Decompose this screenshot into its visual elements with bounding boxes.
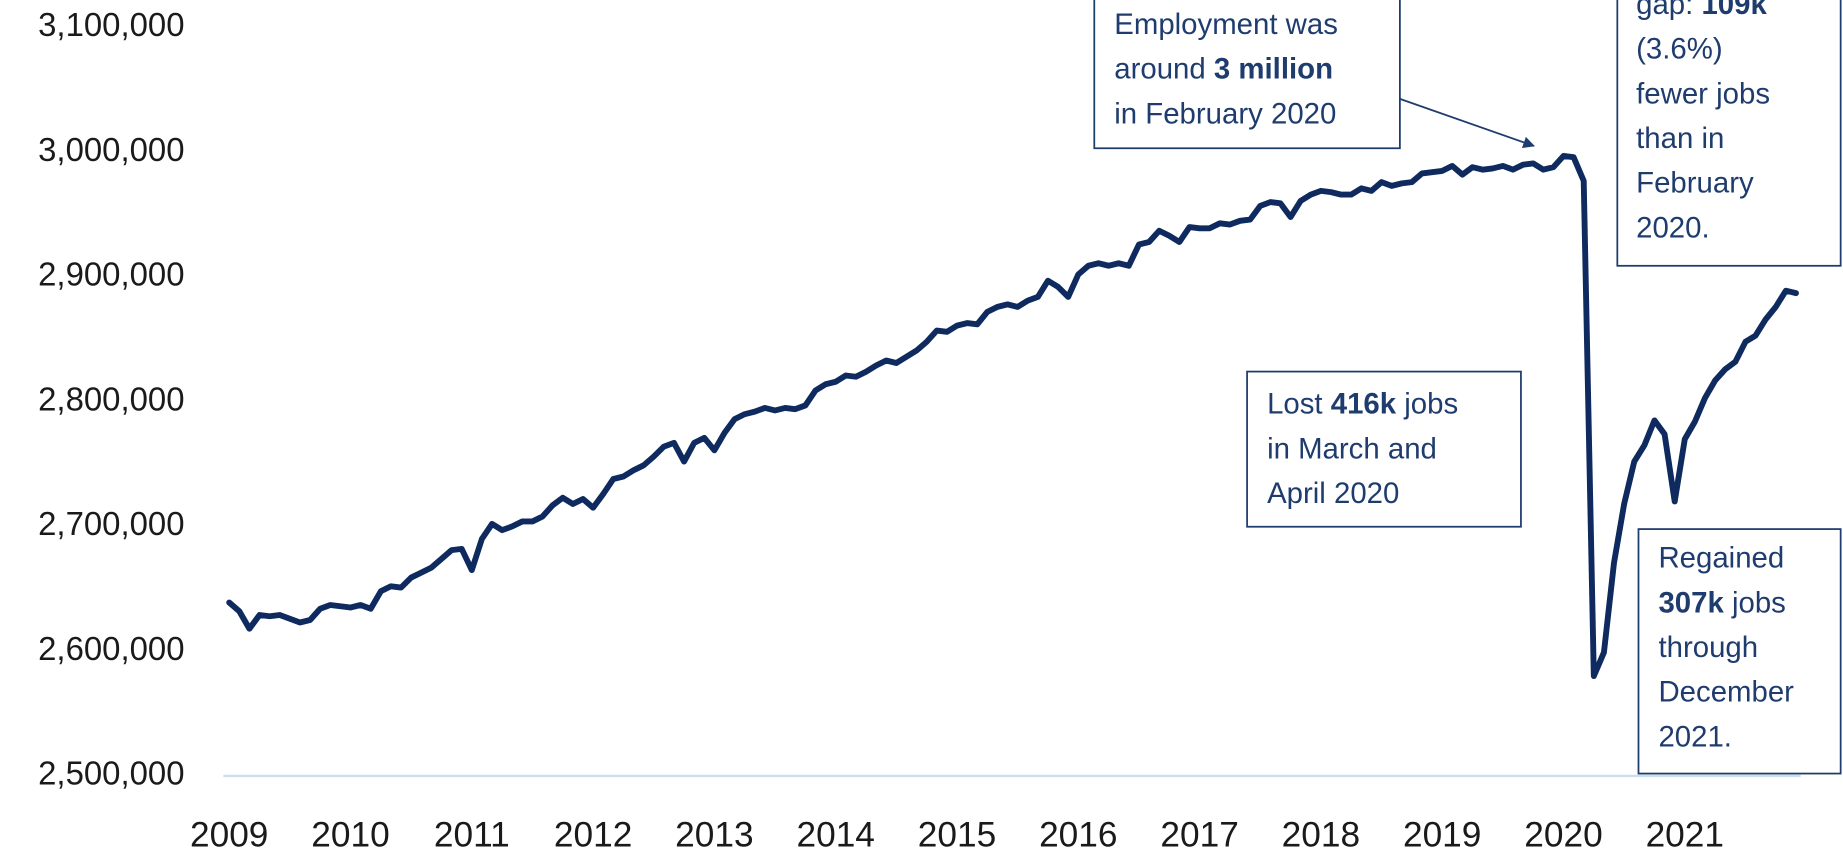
x-tick-label: 2014 <box>796 815 874 854</box>
x-tick-label: 2020 <box>1524 815 1602 854</box>
x-tick-label: 2009 <box>190 815 268 854</box>
annotation-text: Employment was <box>1114 8 1338 41</box>
annotation-segment: fewer jobs <box>1636 77 1770 110</box>
x-tick-label: 2012 <box>554 815 632 854</box>
annotation-text: in February 2020 <box>1114 97 1336 130</box>
y-tick-label: 2,800,000 <box>38 380 184 417</box>
annotation-segment: 3 million <box>1214 52 1333 85</box>
annotation-segment: February <box>1636 166 1754 199</box>
annotation-text: 2021. <box>1658 720 1732 753</box>
annotation-segment: jobs <box>1724 586 1786 619</box>
x-tick-label: 2018 <box>1282 815 1360 854</box>
annotation-text: Regained <box>1658 541 1784 574</box>
annotation-segment: around <box>1114 52 1214 85</box>
annotation-text: through <box>1658 631 1758 664</box>
y-tick-label: 3,000,000 <box>38 131 184 168</box>
annotation-segment: gap: <box>1636 0 1701 21</box>
y-tick-label: 3,100,000 <box>38 6 184 43</box>
annotation-segment: in March and <box>1267 432 1437 465</box>
x-tick-label: 2015 <box>918 815 996 854</box>
x-tick-label: 2021 <box>1646 815 1724 854</box>
annotation-segment: December <box>1658 675 1794 708</box>
x-tick-label: 2016 <box>1039 815 1117 854</box>
annotation-arrow <box>1399 98 1535 148</box>
annotation-segment: 307k <box>1658 586 1724 619</box>
annotation-text: Lost 416k jobs <box>1267 387 1458 420</box>
annotation-segment: jobs <box>1396 387 1458 420</box>
annotation-text: around 3 million <box>1114 52 1333 85</box>
data-line <box>226 153 1799 680</box>
annotation-segment: through <box>1658 631 1758 664</box>
y-tick-label: 2,700,000 <box>38 505 184 542</box>
annotation-text: in March and <box>1267 432 1437 465</box>
annotation-text: April 2020 <box>1267 477 1399 510</box>
annotation-segment: 2020. <box>1636 211 1710 244</box>
annotation-box <box>1246 370 1522 528</box>
annotation-box <box>1093 0 1401 150</box>
annotation-text: February <box>1636 166 1754 199</box>
annotation-text: 307k jobs <box>1658 586 1785 619</box>
annotation-segment: 109k <box>1701 0 1767 21</box>
annotation-text: gap: 109k <box>1636 0 1767 21</box>
x-tick-label: 2010 <box>311 815 389 854</box>
annotation-segment: than in <box>1636 122 1724 155</box>
annotation-segment: Lost <box>1267 387 1331 420</box>
annotation-box <box>1616 0 1842 267</box>
annotation-text: (3.6%) <box>1636 32 1723 65</box>
annotation-text: 2020. <box>1636 211 1710 244</box>
annotation-segment: in February 2020 <box>1114 97 1336 130</box>
annotation-box <box>1637 528 1842 775</box>
annotation-text: than in <box>1636 122 1724 155</box>
y-tick-label: 2,600,000 <box>38 630 184 667</box>
annotation-segment: 2021. <box>1658 720 1732 753</box>
annotation-segment: April 2020 <box>1267 477 1399 510</box>
annotation-text: December <box>1658 675 1794 708</box>
y-tick-label: 2,900,000 <box>38 256 184 293</box>
annotation-segment: 416k <box>1331 387 1397 420</box>
y-tick-label: 2,500,000 <box>38 755 184 792</box>
annotation-text: fewer jobs <box>1636 77 1770 110</box>
annotation-segment: (3.6%) <box>1636 32 1723 65</box>
x-tick-label: 2011 <box>434 815 510 854</box>
annotation-segment: Employment was <box>1114 8 1338 41</box>
annotation-segment: Regained <box>1658 541 1784 574</box>
x-tick-label: 2019 <box>1403 815 1481 854</box>
x-tick-label: 2017 <box>1160 815 1238 854</box>
x-tick-label: 2013 <box>675 815 753 854</box>
